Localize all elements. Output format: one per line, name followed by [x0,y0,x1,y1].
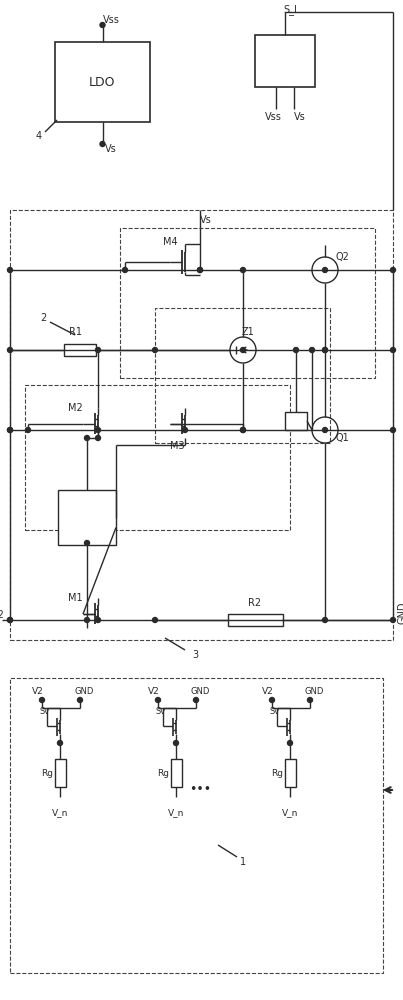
Bar [120,228,375,378]
Text: 4: 4 [36,131,42,141]
Circle shape [293,348,299,353]
Circle shape [39,698,44,702]
Text: Q2: Q2 [335,252,349,262]
Text: Rg: Rg [157,768,169,778]
Circle shape [270,698,274,702]
Circle shape [241,267,245,272]
Circle shape [8,428,12,432]
Circle shape [96,348,100,353]
Circle shape [96,617,100,622]
Circle shape [193,698,199,702]
Circle shape [152,617,158,622]
Text: V2: V2 [32,686,44,696]
Circle shape [322,348,328,353]
Text: Vs: Vs [200,215,212,225]
Circle shape [100,22,105,27]
Text: GND: GND [190,686,210,696]
Circle shape [391,267,395,272]
Bar [10,210,393,640]
Bar [228,614,283,626]
Circle shape [96,428,100,432]
Circle shape [8,267,12,272]
Text: •••: ••• [189,784,211,796]
Text: 2: 2 [40,313,46,323]
Circle shape [287,740,293,746]
Circle shape [241,348,245,353]
Text: V2: V2 [262,686,274,696]
Circle shape [85,617,89,622]
Bar [10,678,383,973]
Text: R1: R1 [69,327,81,337]
Text: Sv: Sv [270,708,280,716]
Circle shape [241,428,245,432]
Text: Vss: Vss [264,112,281,122]
Circle shape [197,267,202,272]
Text: GND: GND [398,601,403,624]
Text: M4: M4 [163,237,177,247]
Text: Vs: Vs [294,112,306,122]
Text: Vs: Vs [105,144,116,154]
Circle shape [123,267,127,272]
Text: V_n: V_n [168,808,184,818]
Circle shape [183,428,187,432]
Text: V_n: V_n [52,808,68,818]
Text: GND: GND [304,686,324,696]
Circle shape [310,348,314,353]
Bar [58,490,116,545]
Circle shape [391,617,395,622]
Text: V2: V2 [0,610,4,620]
Bar [55,42,150,122]
Text: 3: 3 [192,650,198,660]
Circle shape [322,428,328,432]
Text: M3: M3 [170,441,184,451]
Circle shape [152,348,158,353]
Circle shape [241,428,245,432]
Circle shape [391,348,395,353]
Bar [285,412,307,430]
Circle shape [197,267,202,272]
Circle shape [77,698,83,702]
Bar [285,759,296,787]
Text: 1: 1 [240,857,246,867]
Circle shape [322,617,328,622]
Text: V2: V2 [148,686,160,696]
Text: M2: M2 [68,403,82,413]
Circle shape [322,348,328,353]
Text: S_L: S_L [284,5,300,15]
Circle shape [25,428,31,432]
Text: Vss: Vss [103,15,120,25]
Circle shape [8,348,12,353]
Circle shape [322,267,328,272]
Bar [64,344,96,356]
Circle shape [307,698,312,702]
Text: M1: M1 [68,593,82,603]
Circle shape [156,698,160,702]
Text: Sv: Sv [40,708,50,716]
Text: GND: GND [74,686,93,696]
Bar [55,759,66,787]
Text: Rg: Rg [271,768,283,778]
Text: Sv: Sv [156,708,166,716]
Bar [155,308,330,443]
Circle shape [96,436,100,440]
Circle shape [58,740,62,746]
Circle shape [85,436,89,440]
Text: R2: R2 [248,598,262,608]
Text: V_n: V_n [282,808,298,818]
Bar [255,35,315,87]
Bar [171,759,182,787]
Circle shape [100,141,105,146]
Circle shape [8,617,12,622]
Circle shape [8,428,12,432]
Text: Rg: Rg [41,768,53,778]
Circle shape [391,428,395,432]
Circle shape [174,740,179,746]
Text: Z1: Z1 [242,327,254,337]
Circle shape [85,540,89,546]
Bar [25,385,290,530]
Text: Q1: Q1 [335,433,349,443]
Circle shape [8,617,12,622]
Text: LDO: LDO [89,76,116,89]
